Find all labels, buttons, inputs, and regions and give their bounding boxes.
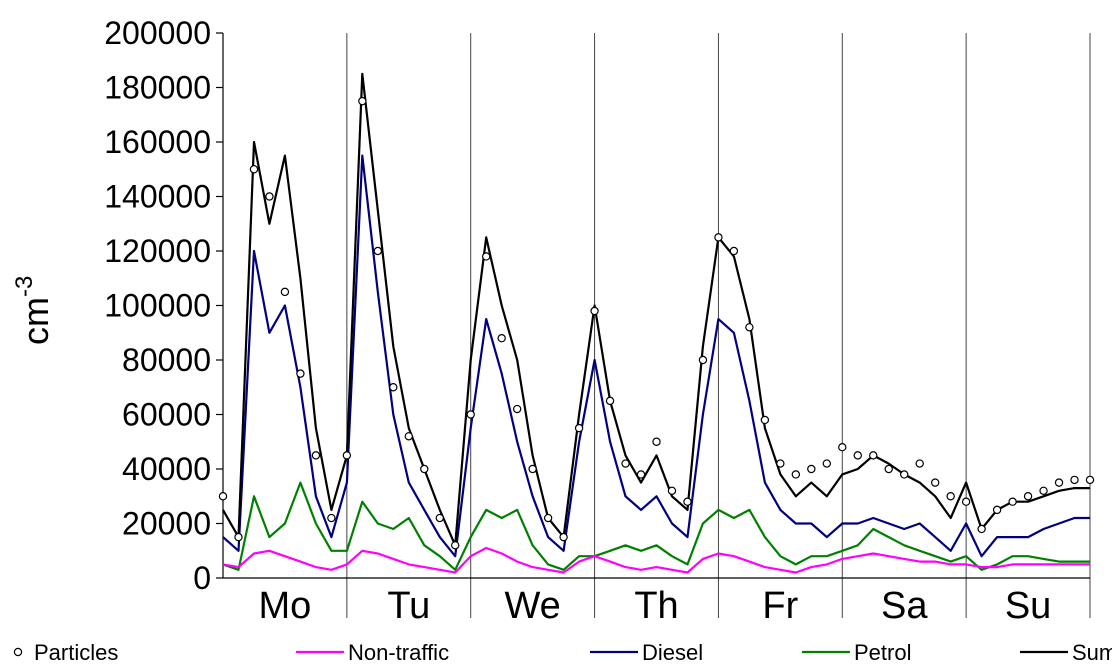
y-tick-label: 160000 — [104, 124, 211, 160]
particles-point — [342, 451, 352, 460]
particles-point — [698, 355, 708, 365]
particles-point — [977, 524, 986, 534]
y-tick-label: 20000 — [122, 506, 211, 542]
particles-point — [466, 410, 475, 419]
particles-point — [667, 486, 677, 495]
particles-point — [1023, 492, 1033, 501]
particles-point — [234, 532, 243, 542]
y-tick-label: 40000 — [122, 451, 211, 487]
particles-point — [1039, 486, 1048, 495]
day-label: Tu — [387, 585, 430, 627]
legend-label-petrol: Petrol — [854, 640, 911, 665]
y-tick-label: 120000 — [104, 233, 211, 269]
day-separators — [346, 33, 1091, 618]
particles-point — [1070, 475, 1079, 485]
y-tick-label: 80000 — [122, 342, 211, 378]
particles-point — [528, 464, 537, 474]
day-label: Su — [1005, 585, 1051, 627]
day-label: Mo — [259, 585, 312, 627]
day-label: We — [504, 585, 560, 627]
particles-point — [946, 492, 955, 501]
petrol-line — [222, 481, 1090, 571]
particles-point — [451, 541, 460, 550]
particles-point — [636, 470, 646, 479]
series-layer — [218, 72, 1095, 574]
day-label: Th — [634, 585, 678, 627]
legend-label-sum: Sum — [1072, 640, 1112, 665]
particles-point — [512, 404, 522, 414]
non-traffic-line — [222, 546, 1090, 574]
particles-point — [481, 252, 491, 261]
particles-point — [807, 464, 816, 474]
particles-point — [605, 396, 615, 406]
particles-point — [961, 497, 971, 506]
particles-point — [1085, 475, 1095, 485]
y-tick-label: 0 — [193, 560, 211, 596]
particles-point — [311, 451, 321, 460]
particles-point — [373, 246, 383, 256]
particles-point — [559, 532, 568, 542]
particles-point — [652, 437, 661, 446]
y-tick-label: 60000 — [122, 397, 211, 433]
particles-point — [900, 470, 909, 479]
particles-point — [930, 478, 940, 487]
legend-label-diesel: Diesel — [642, 640, 703, 665]
particles-point — [822, 459, 832, 468]
legend-label-particles: Particles — [34, 640, 118, 665]
particles-point — [992, 505, 1002, 515]
particles-point — [404, 432, 413, 441]
particles-point — [435, 513, 444, 523]
y-tick-label: 180000 — [104, 70, 211, 106]
particles-point — [590, 306, 599, 316]
sum-line — [222, 72, 1090, 547]
particles-point — [776, 459, 785, 468]
particles-point — [884, 464, 893, 474]
particles-point — [574, 423, 584, 433]
particles-point — [497, 334, 506, 343]
particles-point — [543, 513, 553, 523]
particles-point — [280, 287, 290, 297]
y-axis-ticks: 0 20000 40000 60000 80000 100000 120000 140000 1… — [104, 15, 223, 596]
particles-point — [714, 233, 723, 242]
particles-point — [683, 497, 692, 506]
particles-point — [915, 459, 924, 468]
particles-point — [791, 470, 801, 479]
legend-label-non-traffic: Non-traffic — [348, 640, 449, 665]
legend: Particles Non-traffic Diesel Petrol Sum — [13, 640, 1112, 665]
particles-point — [621, 459, 630, 468]
particles-point — [389, 383, 398, 392]
legend-marker-particles — [13, 647, 23, 657]
diesel-line — [222, 154, 1090, 558]
particles-point — [265, 192, 274, 201]
particles-point — [760, 415, 770, 425]
particles-point — [869, 451, 878, 460]
particles-point — [853, 451, 862, 460]
particles-point — [358, 96, 367, 106]
particles-point — [296, 369, 305, 378]
y-tick-label: 100000 — [104, 288, 211, 324]
y-tick-label: 140000 — [104, 179, 211, 215]
particles-point — [1054, 478, 1064, 487]
particles-point — [249, 165, 259, 174]
y-tick-label: 200000 — [104, 15, 211, 51]
particles-point — [745, 323, 754, 332]
y-axis-label: cm-3 — [11, 276, 56, 345]
particles-point — [838, 443, 847, 452]
particles-point — [327, 513, 336, 523]
particles-point — [729, 246, 739, 256]
day-label: Fr — [762, 585, 798, 627]
particles-point — [420, 464, 429, 474]
particles-point — [218, 492, 228, 501]
day-label: Sa — [881, 585, 928, 627]
particles-point — [1008, 497, 1017, 506]
x-axis-day-labels: Mo Tu We Th Fr Sa Su — [259, 585, 1052, 627]
